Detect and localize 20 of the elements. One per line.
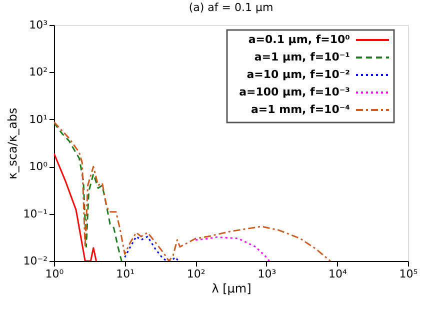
legend-label: a=1 mm, f=10⁻⁴ — [251, 103, 350, 116]
legend-label: a=10 μm, f=10⁻² — [246, 68, 350, 81]
x-tick-label: 10³ — [258, 268, 276, 280]
x-tick-label: 10⁴ — [328, 268, 348, 280]
y-tick-label: 10¹ — [29, 112, 48, 126]
x-tick-label: 10⁰ — [45, 268, 64, 280]
x-tick-label: 10¹ — [116, 268, 135, 280]
y-tick-label: 10⁻² — [23, 254, 48, 268]
chart-title: (a) af = 0.1 μm — [188, 1, 274, 14]
x-tick-label: 10⁵ — [399, 268, 418, 280]
legend-label: a=0.1 μm, f=10⁰ — [248, 33, 350, 46]
y-tick-label: 10³ — [29, 18, 48, 32]
y-tick-label: 10⁻¹ — [23, 207, 48, 220]
y-tick-label: 10⁰ — [29, 160, 48, 174]
legend-label: a=100 μm, f=10⁻³ — [239, 86, 350, 98]
x-tick-label: 10² — [186, 268, 206, 280]
y-tick-label: 10² — [29, 66, 48, 79]
x-axis-title: λ [μm] — [212, 282, 252, 296]
legend-label: a=1 μm, f=10⁻¹ — [254, 50, 350, 64]
y-axis-title: κ_sca/κ_abs — [5, 108, 20, 180]
